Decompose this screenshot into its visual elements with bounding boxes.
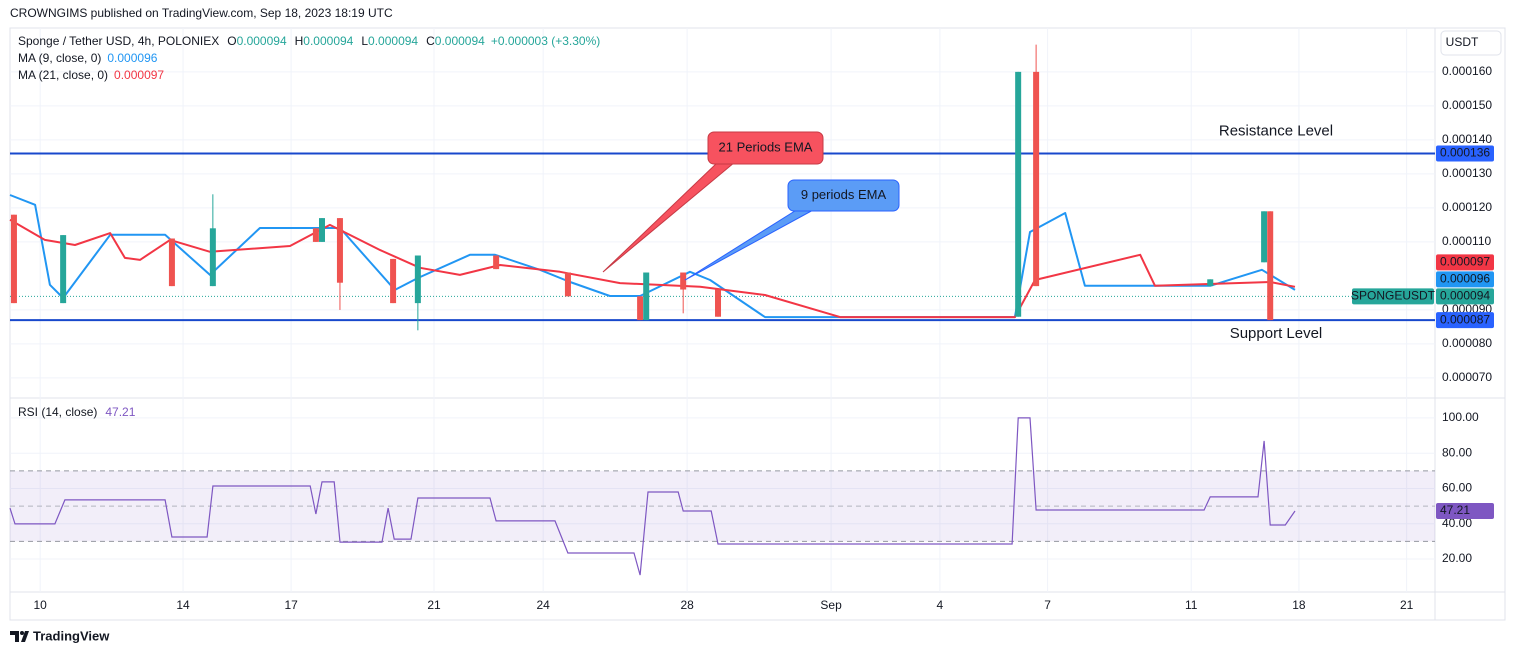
callout-box [707, 131, 824, 165]
publisher: CROWNGIMS published on TradingView.com, … [10, 6, 393, 20]
callout-text: 9 periods EMA [801, 187, 887, 202]
y-tick-label: 100.00 [1442, 410, 1479, 424]
ma-value: 0.000097 [114, 68, 164, 82]
x-tick-label: 28 [680, 598, 694, 612]
x-tick-label: 21 [1400, 598, 1414, 612]
change: +0.000003 (+3.30%) [491, 34, 600, 48]
y-tick-label: 60.00 [1442, 481, 1472, 495]
candle-body [209, 228, 216, 287]
logo-dot [20, 631, 24, 635]
y-tick-label: 80.00 [1442, 445, 1472, 459]
x-tick-label: 21 [427, 598, 441, 612]
rsi-price-box [1436, 503, 1494, 520]
y-tick-label: 0.000110 [1442, 234, 1491, 248]
x-tick-label: 18 [1292, 598, 1306, 612]
ma-legend: MA (9, close, 0) 0.000096 [18, 51, 158, 65]
y-tick-label: 20.00 [1442, 551, 1472, 565]
candle-body [414, 255, 421, 304]
callout-text: 21 Periods EMA [719, 139, 813, 154]
rsi-line [9, 417, 1296, 576]
ohlc-value: 0.000094 [368, 34, 418, 48]
frame [9, 27, 1506, 621]
candle-body [1207, 279, 1214, 287]
candle-body [318, 218, 325, 242]
ohlc-key: L [361, 34, 368, 48]
candle-body [60, 235, 67, 304]
ma-price-box [1436, 254, 1494, 271]
x-tick-label: 7 [1044, 598, 1051, 612]
ma-line [9, 194, 1296, 319]
candle-body [493, 255, 500, 270]
rsi-legend: RSI (14, close) 47.21 [18, 405, 136, 419]
ma-price-text: 0.000097 [1440, 254, 1490, 268]
currency-button-label[interactable]: USDT [1446, 35, 1479, 49]
ohlc-value: 0.000094 [435, 34, 485, 48]
x-tick-label: 10 [33, 598, 47, 612]
candle-body [643, 272, 650, 321]
y-tick-label: 40.00 [1442, 516, 1472, 530]
ma-price-box [1436, 271, 1494, 288]
logo-text: TradingView [33, 628, 110, 643]
candle-body [336, 218, 343, 283]
level-name: Support Level [1230, 325, 1323, 342]
ma-name: MA (21, close, 0) [18, 68, 108, 82]
rsi-name: RSI (14, close) [18, 405, 97, 419]
ma-legend: MA (21, close, 0) 0.000097 [18, 68, 164, 82]
candle-body [312, 228, 319, 242]
candle-body [1033, 71, 1040, 287]
symbol-text: SPONGEUSDT [1351, 288, 1436, 302]
y-tick-label: 0.000150 [1442, 98, 1492, 112]
legend: Sponge / Tether USD, 4h, POLONIEX O0.0000… [18, 34, 600, 48]
ohlc-value: 0.000094 [303, 34, 353, 48]
x-tick-label: 24 [536, 598, 550, 612]
candle-body [1267, 211, 1274, 321]
logo-icon [10, 631, 29, 642]
candle-body [715, 289, 722, 317]
x-tick-label: 11 [1185, 598, 1198, 612]
candle-body [1015, 71, 1022, 317]
ma-value: 0.000096 [107, 51, 157, 65]
y-tick-label: 0.000120 [1442, 200, 1492, 214]
y-tick-label: 0.000160 [1442, 64, 1492, 78]
level-label-text: 0.000087 [1440, 312, 1490, 326]
x-tick-label: Sep [820, 598, 842, 612]
y-tick-label: 0.000130 [1442, 166, 1492, 180]
last-price-text: 0.000094 [1440, 288, 1490, 302]
candle-body [637, 296, 644, 321]
y-tick-label: 0.000070 [1442, 370, 1492, 384]
currency-button[interactable] [1440, 30, 1502, 56]
y-tick-label: 0.000080 [1442, 336, 1492, 350]
last-price-box [1436, 288, 1494, 305]
candle-body [390, 258, 397, 304]
x-tick-label: 14 [176, 598, 190, 612]
candle-body [564, 272, 571, 297]
x-tick-label: 4 [937, 598, 944, 612]
ohlc-key: O [227, 34, 236, 48]
footer-logo: TradingView [10, 628, 110, 643]
ma-name: MA (9, close, 0) [18, 51, 101, 65]
level-label-box [1436, 312, 1494, 329]
candle-body [10, 214, 17, 304]
level-name: Resistance Level [1219, 122, 1333, 139]
ohlc-value: 0.000094 [237, 34, 287, 48]
y-tick-label: 0.000140 [1442, 132, 1492, 146]
candle-body [680, 272, 687, 290]
rsi-price-text: 47.21 [1440, 503, 1470, 517]
callout-box [787, 179, 900, 212]
ma-price-text: 0.000096 [1440, 271, 1490, 285]
rsi-value: 47.21 [105, 405, 135, 419]
candle-body [1261, 211, 1268, 263]
level-label-box [1436, 145, 1494, 162]
ohlc-key: C [426, 34, 435, 48]
symbol-box [1352, 288, 1434, 305]
candle-body [168, 238, 175, 287]
ohlc-key: H [295, 34, 304, 48]
x-tick-label: 17 [284, 598, 298, 612]
legend-title: Sponge / Tether USD, 4h, POLONIEX [18, 34, 219, 48]
level-label-text: 0.000136 [1440, 146, 1490, 160]
